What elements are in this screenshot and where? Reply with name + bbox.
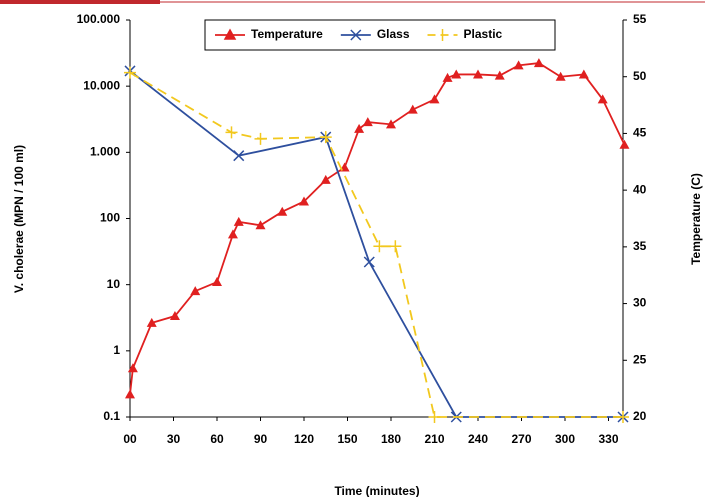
marker — [407, 104, 418, 114]
x-tick-label: 150 — [337, 432, 357, 446]
marker — [190, 286, 201, 296]
banner-strip — [0, 0, 160, 4]
marker — [146, 317, 157, 327]
y-tick-label: 100.000 — [77, 12, 121, 26]
y2-tick-label: 40 — [633, 182, 647, 196]
x-tick-label: 300 — [555, 432, 575, 446]
marker — [254, 132, 267, 145]
marker — [494, 70, 505, 80]
x-tick-label: 30 — [167, 432, 181, 446]
x-tick-label: 270 — [511, 432, 531, 446]
marker — [555, 71, 566, 81]
marker — [373, 240, 386, 253]
x-tick-label: 60 — [210, 432, 224, 446]
y-tick-label: 100 — [100, 211, 120, 225]
legend-box — [204, 19, 556, 51]
y2-tick-label: 50 — [633, 69, 647, 83]
marker — [386, 119, 396, 129]
marker — [389, 240, 402, 253]
x-tick-label: 90 — [254, 432, 268, 446]
series-line — [129, 70, 623, 418]
marker — [233, 216, 244, 226]
marker — [212, 277, 222, 287]
marker — [169, 311, 180, 321]
marker — [363, 256, 375, 268]
y-tick-label: 10.000 — [83, 78, 120, 92]
marker — [225, 126, 238, 139]
marker — [619, 139, 630, 149]
marker — [597, 94, 608, 104]
marker — [125, 389, 135, 399]
legend-label: Glass — [377, 27, 410, 41]
marker — [513, 60, 524, 70]
x-tick-label: 210 — [424, 432, 444, 446]
marker — [320, 174, 331, 184]
series-line — [129, 71, 623, 418]
marker — [277, 206, 288, 216]
y2-tick-label: 35 — [633, 239, 647, 253]
marker — [233, 150, 245, 162]
marker — [124, 66, 136, 79]
marker — [319, 131, 332, 144]
marker — [354, 123, 365, 133]
y-axis-label: V. cholerae (MPN / 100 ml) — [12, 145, 26, 293]
marker — [227, 229, 238, 239]
series-line — [129, 62, 626, 395]
legend-marker — [350, 29, 362, 41]
y2-tick-label: 25 — [633, 352, 647, 366]
y2-tick-label: 45 — [633, 126, 647, 140]
x-tick-label: 00 — [123, 432, 137, 446]
marker — [429, 94, 440, 104]
y-tick-label: 10 — [107, 277, 121, 291]
marker — [428, 411, 441, 423]
y-tick-label: 0.1 — [103, 409, 120, 423]
marker — [255, 220, 266, 230]
marker — [451, 69, 462, 79]
y2-tick-label: 55 — [633, 12, 647, 26]
marker — [473, 69, 483, 79]
x-tick-label: 180 — [381, 432, 401, 446]
marker — [617, 411, 629, 423]
marker — [442, 72, 453, 82]
x-tick-label: 330 — [598, 432, 618, 446]
x-tick-label: 120 — [294, 432, 314, 446]
marker — [299, 196, 309, 206]
y-tick-label: 1.000 — [90, 145, 120, 159]
y2-tick-label: 20 — [633, 409, 647, 423]
legend: Temperature Glass Plastic — [204, 19, 556, 51]
x-tick-label: 240 — [468, 432, 488, 446]
y-tick-label: 1 — [113, 343, 120, 357]
legend-label: Temperature — [251, 27, 323, 41]
marker — [127, 363, 138, 373]
marker — [362, 117, 373, 127]
x-axis-label: Time (minutes) — [334, 484, 419, 497]
legend-label: Plastic — [464, 27, 503, 41]
legend-marker — [223, 28, 237, 40]
marker — [533, 58, 544, 68]
y2-axis-label: Temperature (C) — [689, 173, 703, 265]
marker — [578, 69, 589, 79]
y2-tick-label: 30 — [633, 296, 647, 310]
